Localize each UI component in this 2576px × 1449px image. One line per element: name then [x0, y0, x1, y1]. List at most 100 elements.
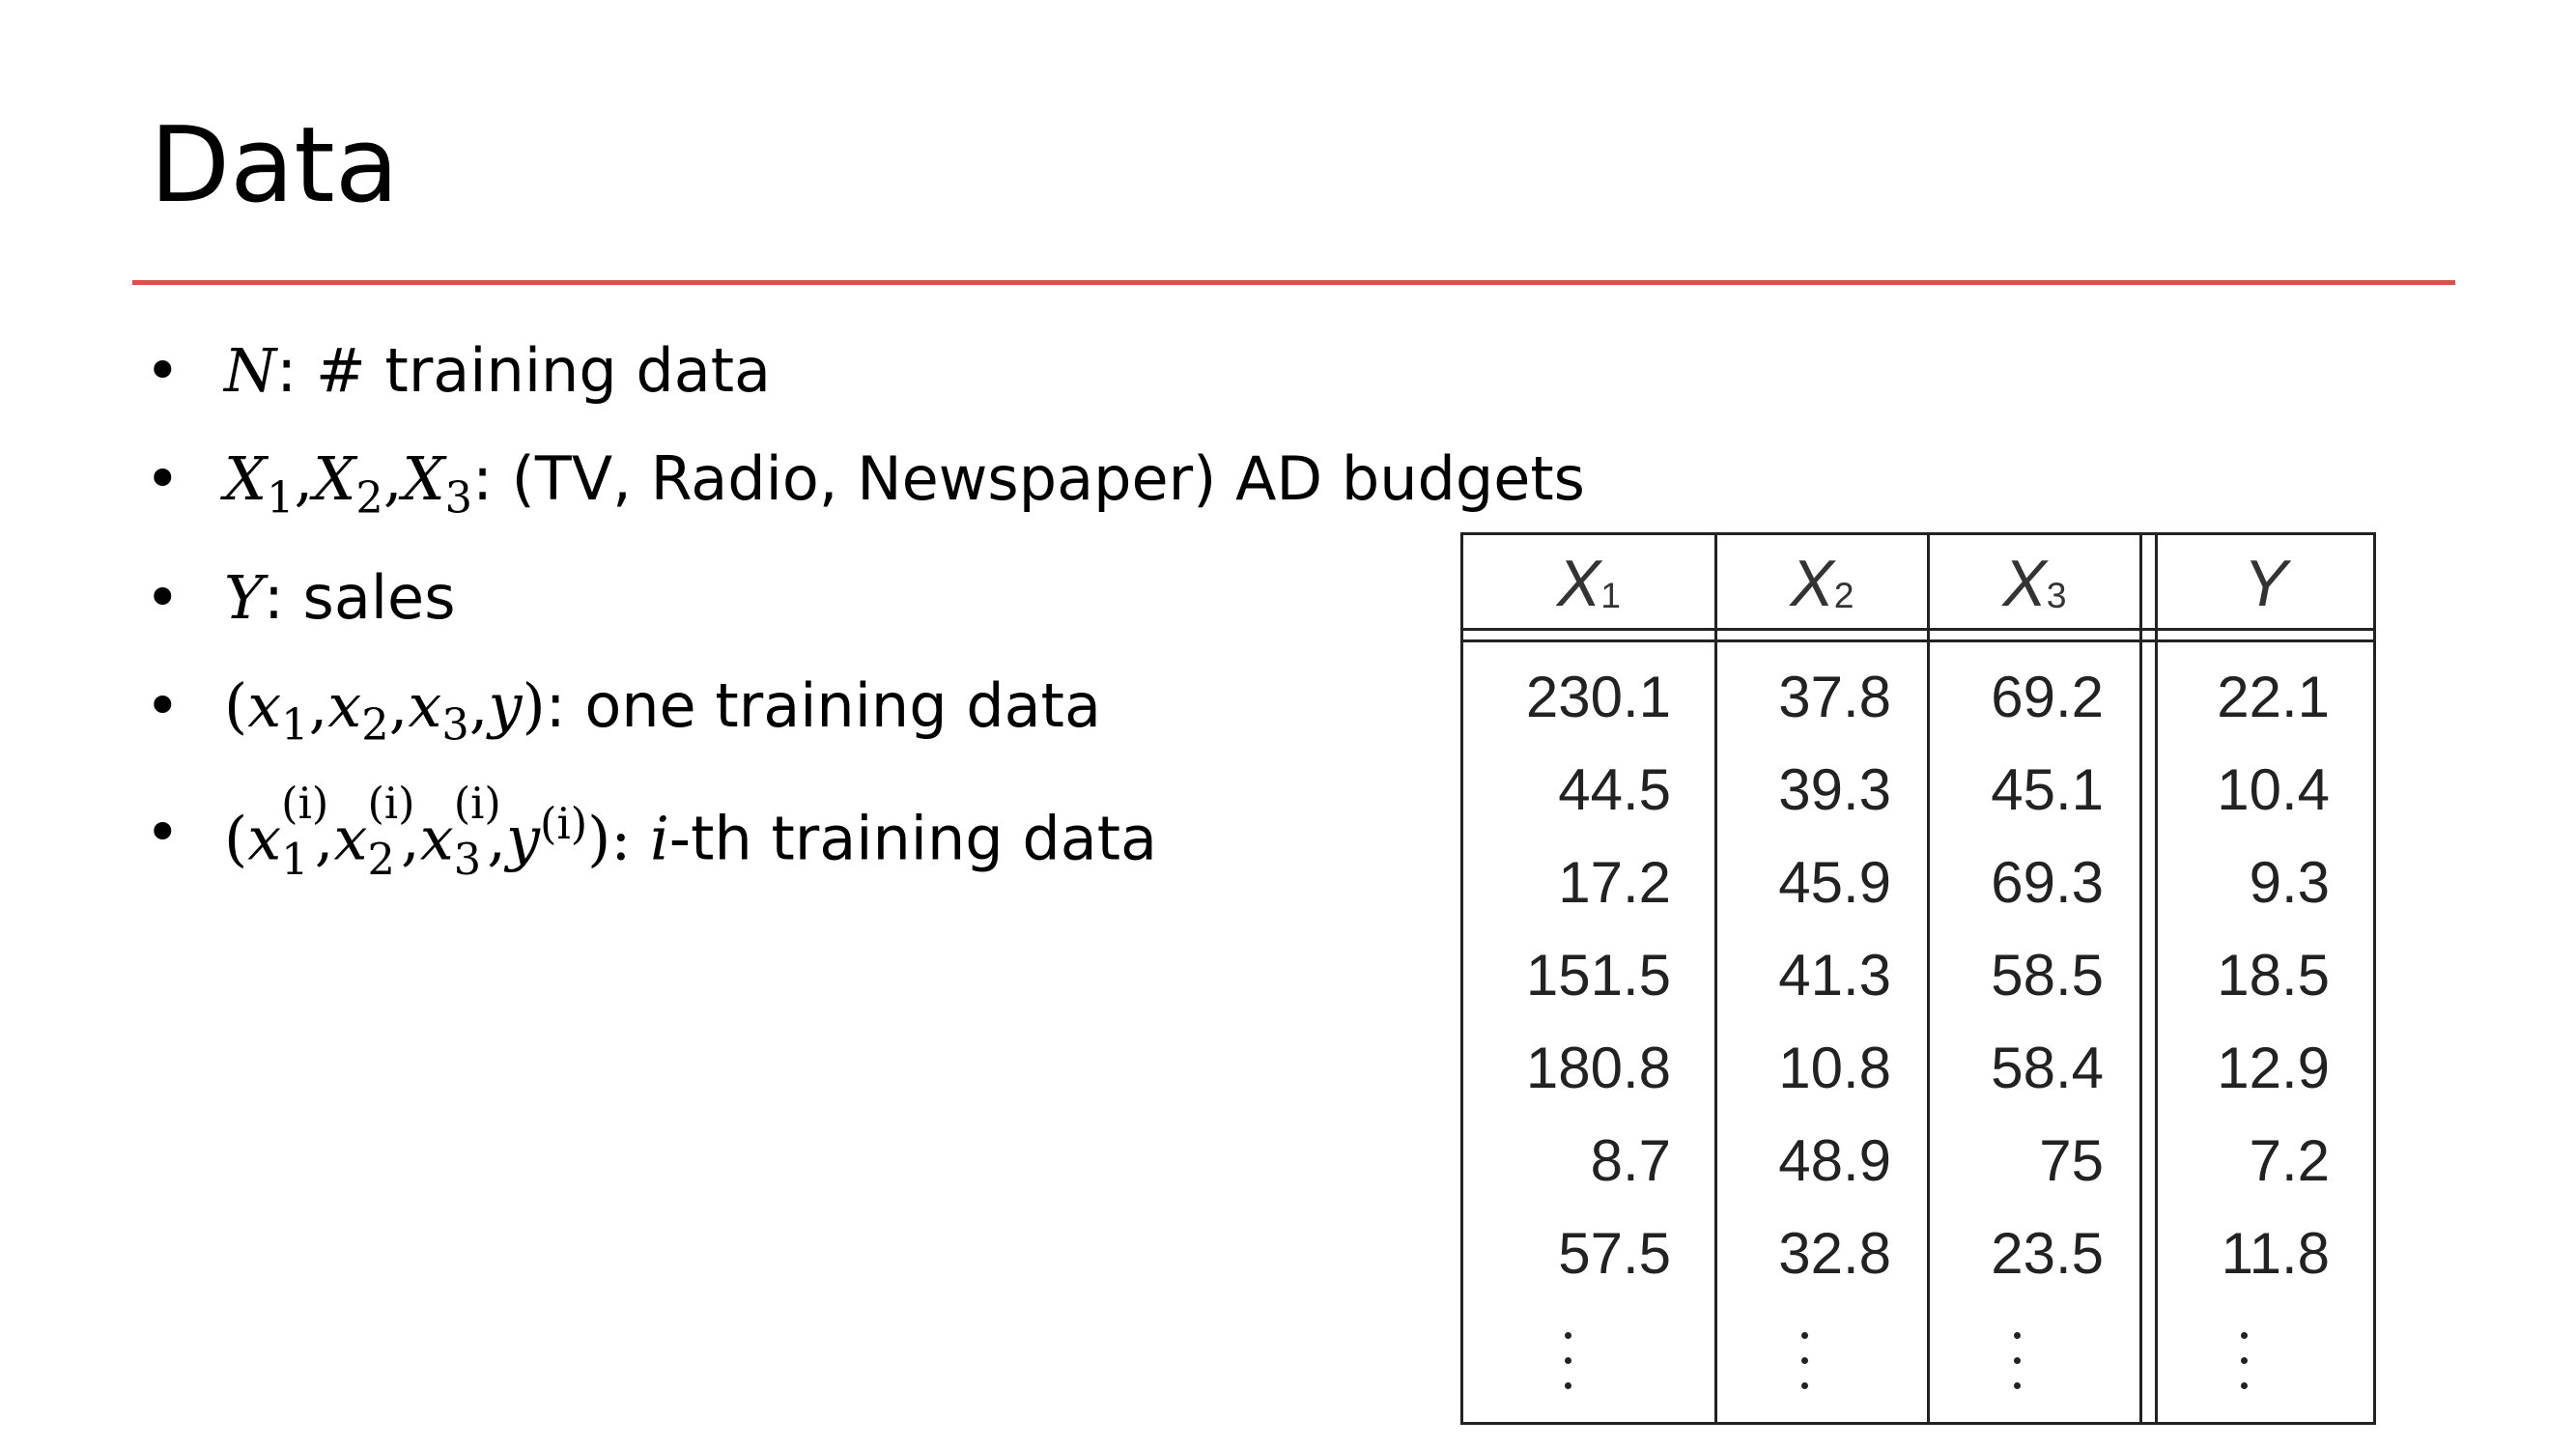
- column-divider: [2139, 535, 2142, 1422]
- math-symbol: X: [402, 443, 445, 514]
- table-cell: 41.3: [1778, 943, 1891, 1008]
- ellipsis-cell: [1463, 1300, 1671, 1416]
- math-symbol: X: [313, 443, 356, 514]
- table-cell: 58.4: [1991, 1036, 2104, 1100]
- table-cell: 45.9: [1778, 850, 1891, 915]
- column-divider: [2155, 535, 2158, 1422]
- vertical-ellipsis-icon: [2011, 1328, 2023, 1396]
- table-cell: 75: [2039, 1128, 2104, 1193]
- column-divider: [1927, 535, 1930, 1422]
- math-paren: (: [224, 803, 248, 874]
- math-subscript: 2: [355, 472, 383, 524]
- math-symbol: x: [327, 670, 362, 742]
- math-symbol: x: [247, 803, 282, 874]
- table-column-y: 22.1 10.4 9.3 18.5 12.9 7.2 11.8: [2158, 651, 2330, 1416]
- table-cell: 58.5: [1991, 943, 2104, 1008]
- bullet-dot: •: [145, 443, 181, 514]
- table-cell: 12.9: [2217, 1036, 2330, 1100]
- bullet-dot: •: [145, 670, 181, 742]
- math-symbol: x: [333, 803, 368, 874]
- ellipsis-cell: [1717, 1300, 1891, 1416]
- ellipsis-cell: [1930, 1300, 2104, 1416]
- math-symbol: i: [649, 803, 669, 874]
- table-cell: 10.4: [2217, 757, 2330, 822]
- math-symbol: Y: [224, 562, 264, 634]
- table-column-x2: 37.8 39.3 45.9 41.3 10.8 48.9 32.8: [1717, 651, 1891, 1416]
- slide-title: Data: [150, 105, 399, 226]
- math-symbol: y: [506, 803, 541, 874]
- header-var: X: [1790, 546, 1834, 620]
- math-superscript: (i): [453, 779, 501, 830]
- table-cell: 11.8: [2221, 1221, 2330, 1286]
- bullet-text: : # training data: [276, 335, 772, 406]
- table-cell: 44.5: [1558, 757, 1671, 822]
- math-subscript: 1: [281, 835, 309, 886]
- vertical-ellipsis-icon: [1562, 1328, 1573, 1396]
- bullet-dot: •: [145, 797, 181, 868]
- vertical-ellipsis-icon: [1798, 1328, 1810, 1396]
- math-symbol: x: [408, 670, 442, 742]
- math-subscript: 3: [453, 835, 482, 886]
- bullet-item-n: • N: # training data: [145, 341, 1585, 401]
- table-cell: 45.1: [1991, 757, 2104, 822]
- table-cell: 37.8: [1778, 665, 1891, 729]
- math-symbol: X: [224, 443, 268, 514]
- table-header-y: Y: [2158, 535, 2373, 631]
- table-cell: 8.7: [1590, 1128, 1671, 1193]
- math-paren: ): [522, 670, 546, 742]
- table-cell: 69.3: [1991, 850, 2104, 915]
- table-column-x1: 230.1 44.5 17.2 151.5 180.8 8.7 57.5: [1463, 651, 1671, 1416]
- math-subscript: 3: [444, 472, 473, 524]
- header-sub: 1: [1600, 575, 1622, 616]
- bullet-text: : sales: [263, 562, 456, 634]
- table-cell: 230.1: [1525, 665, 1671, 729]
- table-header-row: [1463, 535, 2373, 631]
- math-symbol: N: [224, 335, 277, 406]
- table-cell: 9.3: [2249, 850, 2330, 915]
- table-cell: 17.2: [1558, 850, 1671, 915]
- header-var: X: [1556, 546, 1601, 620]
- table-cell: 57.5: [1558, 1221, 1671, 1286]
- table-cell: 69.2: [1991, 665, 2104, 729]
- table-cell: 151.5: [1525, 943, 1671, 1008]
- math-symbol: x: [247, 670, 282, 742]
- table-cell: 10.8: [1778, 1036, 1891, 1100]
- math-symbol: y: [488, 670, 523, 742]
- math-paren: ): [587, 803, 611, 874]
- header-var: Y: [2243, 546, 2288, 620]
- bullet-item-y: • Y: sales: [145, 568, 1585, 628]
- header-sub: 3: [2046, 575, 2067, 616]
- header-sub: 2: [1833, 575, 1854, 616]
- bullet-item-tuple: • (x1,x2,x3,y): one training data: [145, 670, 1101, 751]
- title-divider: [132, 280, 2455, 285]
- table-cell: 18.5: [2217, 943, 2330, 1008]
- math-subscript: 2: [367, 835, 395, 886]
- bullet-item-ith: • (x (i) 1 ,x (i) 2 ,x (i) 3 ,y(i)): i-th trai…: [145, 779, 1158, 886]
- math-subscript: 1: [267, 472, 295, 524]
- bullet-text: : one training data: [545, 670, 1101, 742]
- math-subscript: 1: [281, 699, 309, 751]
- bullet-list: • N: # training data • X1,X2,X3: (TV, Ra…: [145, 324, 1585, 886]
- table-cell: 48.9: [1778, 1128, 1891, 1193]
- bullet-text: : (TV, Radio, Newspaper) AD budgets: [472, 443, 1585, 514]
- math-superscript: (i): [540, 799, 588, 850]
- math-superscript: (i): [281, 779, 329, 830]
- bullet-item-x: • X1,X2,X3: (TV, Radio, Newspaper) AD bu…: [145, 443, 1585, 524]
- ellipsis-cell: [2158, 1300, 2330, 1416]
- table-column-x3: 69.2 45.1 69.3 58.5 58.4 75 23.5: [1930, 651, 2104, 1416]
- table-cell: 180.8: [1525, 1036, 1671, 1100]
- math-subscript: 3: [441, 699, 469, 751]
- table-cell: 39.3: [1778, 757, 1891, 822]
- table-cell: 7.2: [2249, 1128, 2330, 1193]
- table-cell: 32.8: [1778, 1221, 1891, 1286]
- math-paren: (: [224, 670, 248, 742]
- bullet-text: -th training data: [668, 803, 1158, 874]
- math-symbol: x: [419, 803, 454, 874]
- table-header-gap: [1463, 631, 2373, 642]
- column-divider: [1714, 535, 1717, 1422]
- math-subscript: 2: [361, 699, 389, 751]
